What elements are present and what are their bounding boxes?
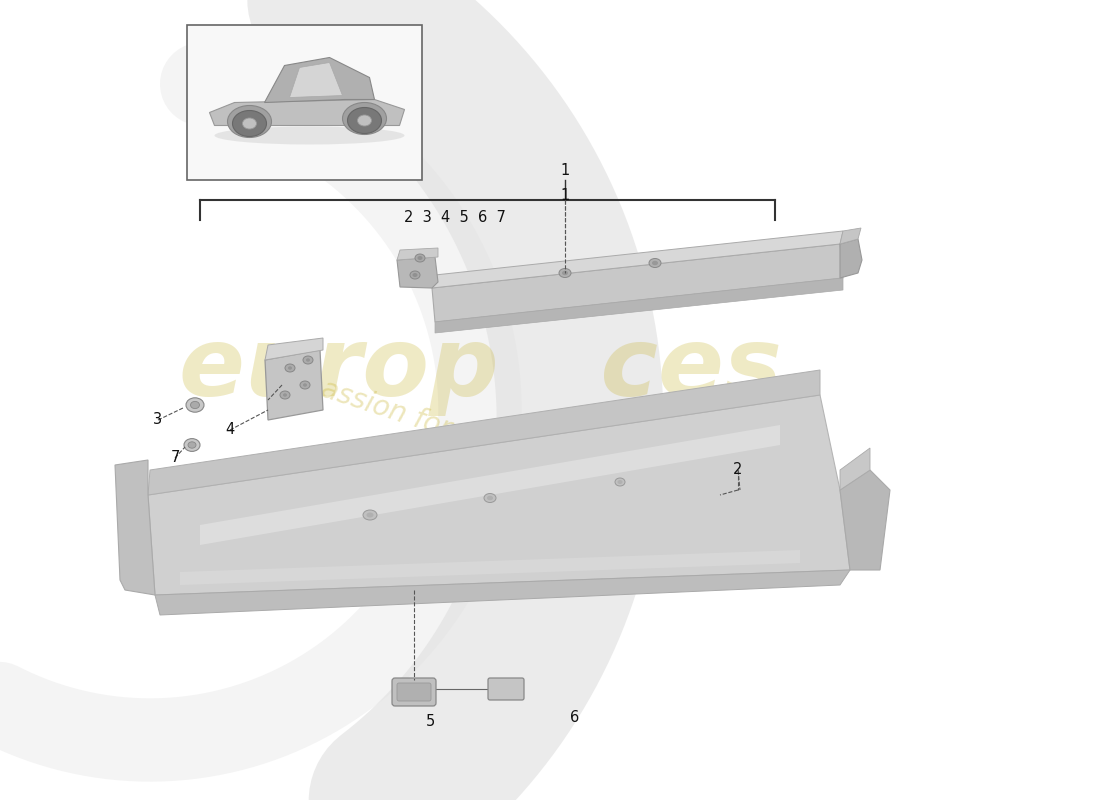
Ellipse shape	[242, 118, 256, 129]
Text: 4: 4	[226, 422, 234, 438]
Polygon shape	[397, 248, 438, 260]
Ellipse shape	[214, 126, 405, 145]
Ellipse shape	[418, 256, 422, 260]
Polygon shape	[116, 460, 155, 595]
Ellipse shape	[188, 442, 196, 448]
Text: 2: 2	[734, 462, 742, 478]
Text: 6: 6	[571, 710, 580, 725]
Ellipse shape	[412, 273, 418, 277]
Polygon shape	[155, 570, 850, 615]
Polygon shape	[432, 244, 843, 322]
Polygon shape	[265, 350, 323, 420]
Ellipse shape	[184, 438, 200, 451]
Polygon shape	[200, 425, 780, 545]
Ellipse shape	[283, 394, 287, 397]
FancyBboxPatch shape	[488, 678, 524, 700]
Polygon shape	[397, 257, 438, 288]
Polygon shape	[840, 448, 870, 490]
Ellipse shape	[288, 366, 292, 370]
Ellipse shape	[232, 110, 266, 137]
Text: 2  3  4  5  6  7: 2 3 4 5 6 7	[404, 210, 506, 225]
Ellipse shape	[415, 254, 425, 262]
Text: 5: 5	[426, 714, 434, 730]
Ellipse shape	[358, 115, 372, 126]
Polygon shape	[209, 99, 405, 126]
Ellipse shape	[617, 480, 623, 484]
Text: europ   ces: europ ces	[178, 323, 781, 417]
Polygon shape	[434, 278, 843, 333]
Ellipse shape	[484, 494, 496, 502]
Ellipse shape	[366, 513, 374, 518]
Ellipse shape	[306, 358, 310, 362]
Ellipse shape	[559, 269, 571, 278]
Polygon shape	[264, 58, 374, 102]
Ellipse shape	[562, 270, 568, 275]
Polygon shape	[265, 338, 323, 360]
Bar	[187, 25, 422, 180]
Polygon shape	[289, 62, 342, 98]
Polygon shape	[180, 550, 800, 585]
Ellipse shape	[410, 271, 420, 279]
Text: 7: 7	[170, 450, 179, 466]
Text: 1: 1	[560, 163, 570, 178]
Ellipse shape	[348, 107, 382, 134]
FancyBboxPatch shape	[392, 678, 436, 706]
Polygon shape	[432, 231, 843, 288]
Ellipse shape	[649, 258, 661, 267]
Polygon shape	[148, 395, 850, 595]
Ellipse shape	[285, 364, 295, 372]
Polygon shape	[148, 370, 820, 495]
Ellipse shape	[280, 391, 290, 399]
Ellipse shape	[302, 356, 313, 364]
Ellipse shape	[652, 261, 658, 266]
Polygon shape	[840, 470, 890, 570]
Ellipse shape	[487, 496, 493, 500]
Ellipse shape	[300, 381, 310, 389]
Ellipse shape	[342, 102, 386, 134]
Ellipse shape	[363, 510, 377, 520]
Text: 1: 1	[560, 187, 570, 202]
Ellipse shape	[228, 106, 272, 138]
Text: a passion for parts since 1985: a passion for parts since 1985	[276, 362, 684, 518]
Ellipse shape	[186, 398, 204, 412]
Ellipse shape	[190, 402, 199, 409]
Text: 3: 3	[153, 413, 163, 427]
Ellipse shape	[302, 383, 307, 386]
Polygon shape	[840, 228, 861, 244]
Ellipse shape	[615, 478, 625, 486]
Polygon shape	[840, 239, 862, 278]
FancyBboxPatch shape	[397, 683, 431, 701]
